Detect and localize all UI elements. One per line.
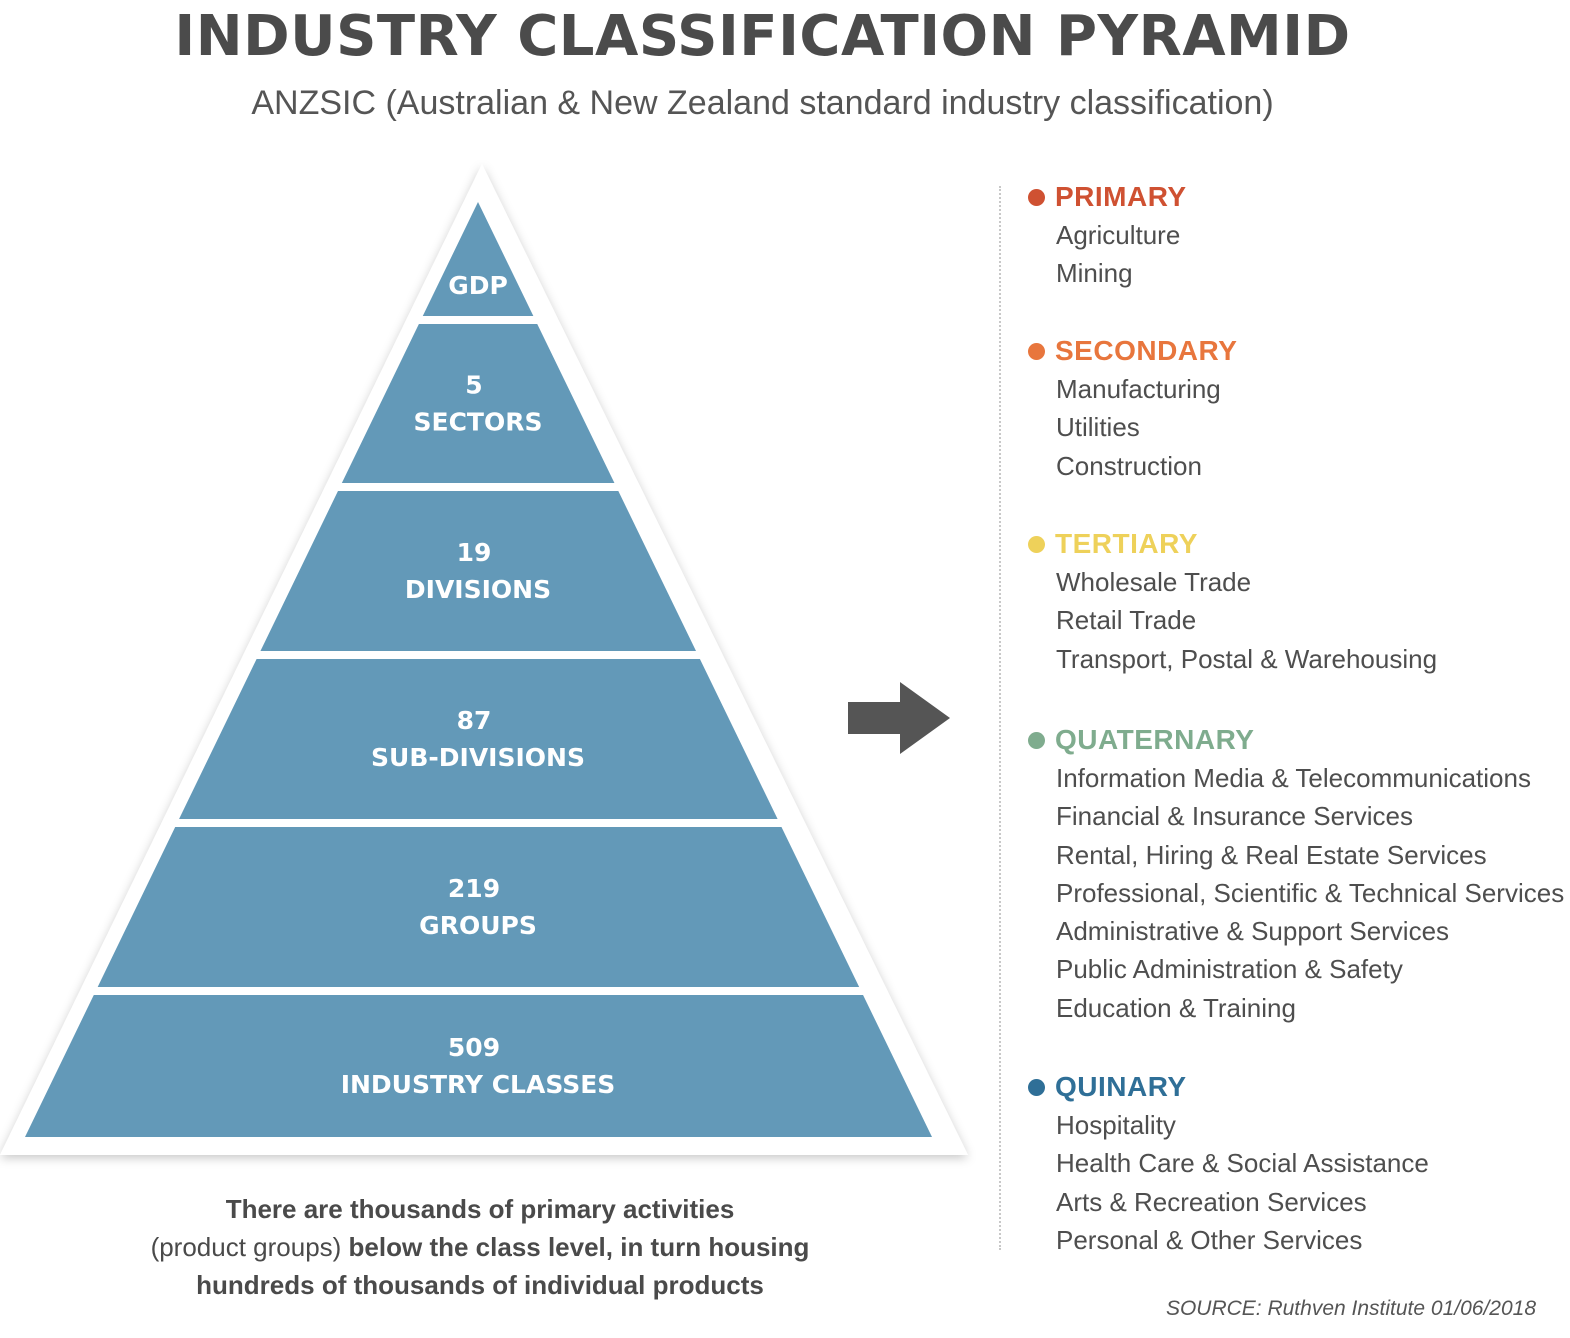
tier-count: 87 xyxy=(457,706,492,735)
sector-title: PRIMARY xyxy=(1055,181,1187,212)
sector-item: Manufacturing xyxy=(1056,374,1221,404)
right-arrow-icon xyxy=(848,682,950,754)
sector-title: QUATERNARY xyxy=(1055,724,1255,755)
sector-title: SECONDARY xyxy=(1055,335,1238,366)
tier-label: SECTORS xyxy=(414,408,543,437)
pyramid-tier xyxy=(25,995,932,1137)
sector-item: Financial & Insurance Services xyxy=(1056,801,1413,832)
bullet-dot-icon xyxy=(1028,188,1045,206)
sector-item: Hospitality xyxy=(1056,1110,1176,1140)
sector-group-quinary: QUINARY Hospitality Health Care & Social A… xyxy=(1028,1068,1429,1259)
pyramid-footnote: There are thousands of primary activitie… xyxy=(120,1190,840,1304)
sector-header: QUINARY xyxy=(1028,1068,1429,1106)
tier-count: 19 xyxy=(457,538,492,567)
bullet-dot-icon xyxy=(1028,342,1045,360)
source-note: SOURCE: Ruthven Institute 01/06/2018 xyxy=(1165,1297,1536,1320)
sector-group-primary: PRIMARY Agriculture Mining xyxy=(1028,178,1187,293)
sector-item: Professional, Scientific & Technical Ser… xyxy=(1056,877,1565,908)
sector-item: Mining xyxy=(1056,258,1133,289)
sector-group-tertiary: TERTIARY Wholesale Trade Retail Trade Trans… xyxy=(1028,525,1437,678)
sector-item: Arts & Recreation Services xyxy=(1056,1186,1367,1217)
sector-item: Transport, Postal & Warehousing xyxy=(1056,643,1438,674)
pyramid-tier xyxy=(260,491,697,651)
footnote-line-2-light: (product groups) xyxy=(150,1232,342,1262)
sector-header: PRIMARY xyxy=(1028,178,1187,216)
tier-count: 509 xyxy=(448,1033,500,1062)
classification-pyramid: GDP 5 SECTORS 19 DIVISIONS 87 SUB-DIVISIONS 219… xyxy=(0,164,968,1155)
pyramid-tier xyxy=(179,659,778,819)
sector-title: QUINARY xyxy=(1055,1071,1187,1102)
pyramid-tier xyxy=(97,827,860,987)
sector-item: Information Media & Telecommunications xyxy=(1056,763,1531,793)
footnote-line-2-bold: below the class level, in turn housing xyxy=(341,1232,810,1262)
legend-divider xyxy=(999,186,1001,1250)
tier-label: GROUPS xyxy=(419,911,537,940)
sector-group-quaternary: QUATERNARY Information Media & Telecommun… xyxy=(1028,721,1564,1027)
sector-item: Health Care & Social Assistance xyxy=(1056,1148,1429,1179)
sector-item: Administrative & Support Services xyxy=(1056,916,1450,947)
sector-item: Agriculture xyxy=(1056,220,1181,250)
pyramid-tier xyxy=(422,202,534,316)
sector-item: Education & Training xyxy=(1056,992,1296,1023)
sector-item: Utilities xyxy=(1056,412,1140,443)
tier-count: 219 xyxy=(448,874,500,903)
tier-label: DIVISIONS xyxy=(405,575,551,604)
sector-item: Construction xyxy=(1056,450,1202,481)
sector-item: Wholesale Trade xyxy=(1056,567,1252,597)
sector-item: Personal & Other Services xyxy=(1056,1224,1363,1255)
sector-item: Public Administration & Safety xyxy=(1056,954,1403,985)
footnote-line-3: hundreds of thousands of individual prod… xyxy=(196,1270,764,1300)
tier-label: GDP xyxy=(448,271,508,300)
bullet-dot-icon xyxy=(1028,535,1045,553)
sector-item: Retail Trade xyxy=(1056,605,1197,636)
tier-label: INDUSTRY CLASSES xyxy=(341,1070,616,1099)
bullet-dot-icon xyxy=(1028,1078,1045,1096)
pyramid-tier xyxy=(341,324,615,483)
sector-item: Rental, Hiring & Real Estate Services xyxy=(1056,839,1487,870)
tier-count: 5 xyxy=(465,371,482,400)
page-subtitle: ANZSIC (Australian & New Zealand standar… xyxy=(251,84,1274,122)
sector-header: TERTIARY xyxy=(1028,525,1437,563)
sector-header: QUATERNARY xyxy=(1028,721,1564,759)
sector-header: SECONDARY xyxy=(1028,332,1237,370)
sector-group-secondary: SECONDARY Manufacturing Utilities Construct… xyxy=(1028,332,1237,485)
page-title: INDUSTRY CLASSIFICATION PYRAMID xyxy=(174,4,1351,69)
tier-label: SUB-DIVISIONS xyxy=(371,743,585,772)
bullet-dot-icon xyxy=(1028,731,1045,749)
footnote-line-1: There are thousands of primary activitie… xyxy=(225,1194,735,1224)
sector-title: TERTIARY xyxy=(1055,528,1198,559)
